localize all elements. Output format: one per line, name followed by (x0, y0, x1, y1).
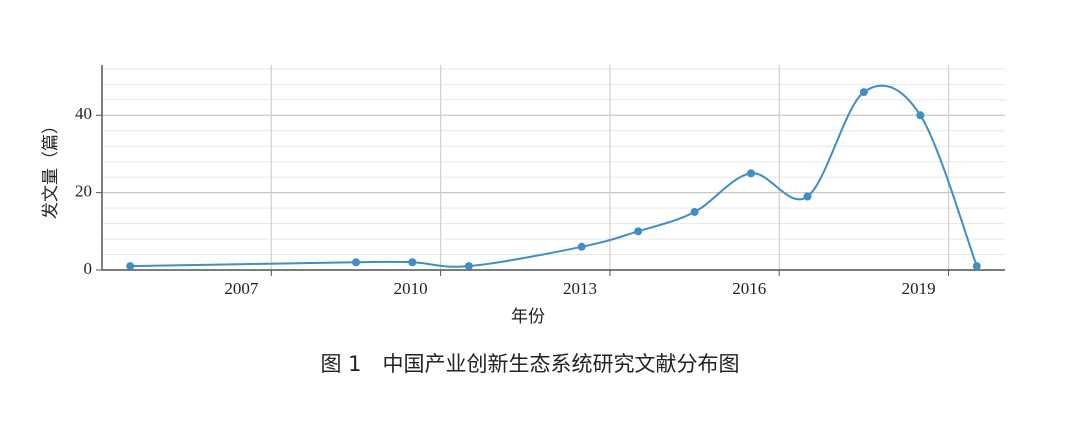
x-axis-label: 年份 (511, 307, 545, 326)
data-line (130, 84, 978, 268)
data-point (126, 262, 135, 271)
y-axis-label: 发文量（篇） (41, 117, 60, 219)
y-tick-label: 0 (84, 259, 93, 278)
x-tick-label: 2010 (394, 279, 428, 298)
chart-caption: 图 1 中国产业创新生态系统研究文献分布图 (320, 352, 739, 376)
data-point (464, 262, 473, 271)
data-point (690, 207, 699, 216)
data-point (577, 242, 586, 251)
x-tick-label: 2016 (732, 279, 766, 298)
data-point (634, 227, 643, 236)
x-tick-label: 2007 (224, 279, 259, 298)
data-point (859, 88, 868, 97)
data-point (408, 258, 417, 267)
y-tick-label: 20 (75, 182, 92, 201)
data-point (803, 192, 812, 201)
data-point (972, 262, 981, 271)
x-tick-label: 2019 (902, 279, 936, 298)
data-point (747, 169, 756, 178)
data-point (351, 258, 360, 267)
x-tick-label: 2013 (563, 279, 597, 298)
data-point (916, 111, 925, 120)
y-tick-label: 40 (75, 104, 92, 123)
